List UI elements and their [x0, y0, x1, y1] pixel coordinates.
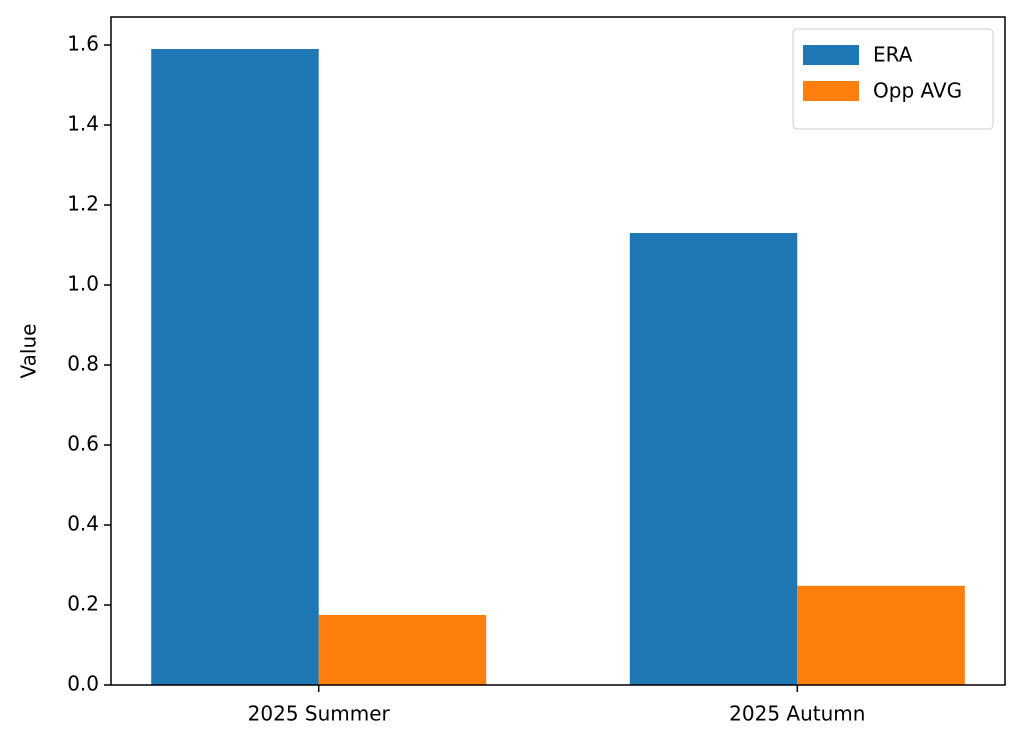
- bar: [151, 49, 319, 685]
- y-tick-label: 1.0: [67, 272, 99, 296]
- bar: [318, 615, 487, 685]
- bar: [797, 585, 965, 685]
- legend-label: Opp AVG: [873, 79, 962, 103]
- y-tick-label: 0.8: [67, 352, 99, 376]
- y-tick-label: 0.6: [67, 432, 99, 456]
- y-tick-label: 0.4: [67, 512, 99, 536]
- y-tick-label: 0.0: [67, 672, 99, 696]
- legend-swatch: [803, 81, 859, 101]
- bar: [629, 233, 798, 685]
- y-tick-label: 0.2: [67, 592, 99, 616]
- x-tick-label: 2025 Autumn: [729, 702, 865, 726]
- plot-frame: [110, 16, 1006, 686]
- y-tick-label: 1.4: [67, 112, 99, 136]
- y-tick-label: 1.6: [67, 32, 99, 56]
- legend-swatch: [803, 45, 859, 65]
- legend-label: ERA: [873, 43, 913, 67]
- y-tick-label: 1.2: [67, 192, 99, 216]
- x-tick-label: 2025 Summer: [248, 702, 391, 726]
- y-axis-label: Value: [17, 324, 41, 379]
